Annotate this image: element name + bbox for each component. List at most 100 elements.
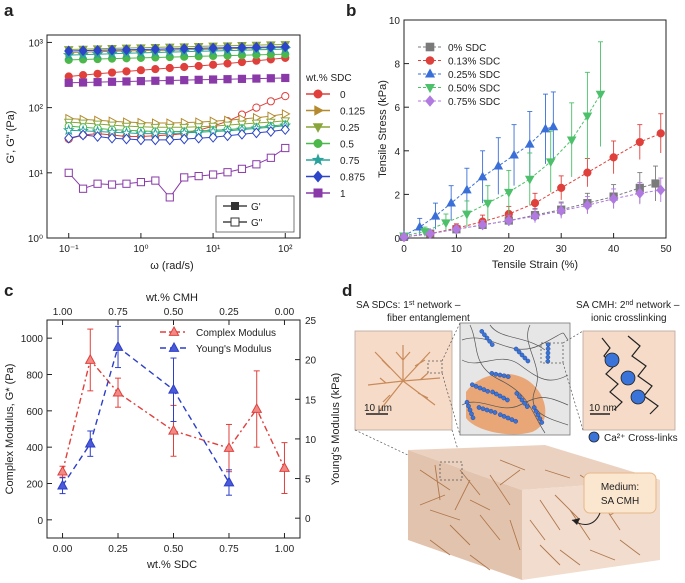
d-crosslink-label: Ca²⁺ Cross-links xyxy=(604,433,678,444)
legend-label: 0.50% SDC xyxy=(448,84,500,95)
data-point xyxy=(223,441,235,452)
data-point xyxy=(251,402,263,413)
legend-marker xyxy=(168,341,180,352)
panel-c-xtick-label: 0.25 xyxy=(108,544,128,555)
d-bead-icon xyxy=(522,355,528,361)
data-point-gp xyxy=(266,74,275,83)
series-0.875-gp-line xyxy=(68,46,286,52)
panel-c-xtick-label: 0.00 xyxy=(53,544,73,555)
data-point-gp xyxy=(222,42,233,54)
d-bead-icon xyxy=(535,412,541,418)
d-block-left xyxy=(408,450,522,580)
data-point xyxy=(556,205,566,217)
d-bead-icon xyxy=(464,399,470,405)
series-line xyxy=(61,345,230,487)
data-point-gp xyxy=(280,41,290,53)
data-point-gpp xyxy=(78,129,88,141)
data-point xyxy=(477,219,488,231)
panel-c-ytick-label: 400 xyxy=(26,443,43,454)
d-bead-icon xyxy=(531,405,537,410)
panel-b-chart: Tensile Stress (kPa) Tensile Strain (%) … xyxy=(377,16,672,271)
data-point xyxy=(278,461,290,472)
series-0.75-gpp-line xyxy=(68,125,286,135)
panel-a-frame xyxy=(46,34,301,239)
data-point-gp xyxy=(180,76,189,85)
data-point-gp xyxy=(151,76,160,85)
legend-marker xyxy=(313,139,323,148)
data-point-gpp xyxy=(237,164,247,173)
d-bead-icon xyxy=(481,387,487,392)
d-bead-icon xyxy=(489,342,495,347)
data-point xyxy=(462,210,472,220)
panel-b-ytick-label: 0 xyxy=(394,234,400,245)
d-left-title-line1: SA SDCs: 1st network – xyxy=(356,300,461,312)
legend-marker xyxy=(313,89,323,99)
series-1-gpp-line xyxy=(68,147,286,199)
panel-c-ytick-label: 1000 xyxy=(21,334,44,345)
data-point-gp xyxy=(194,61,203,71)
panel-a-xtick-label: 10¹ xyxy=(206,244,221,255)
data-point xyxy=(582,112,593,122)
panel-c-y2tick-label: 15 xyxy=(305,395,317,406)
legend2-gpp-label: G" xyxy=(251,218,263,229)
d-bead-icon xyxy=(501,395,507,401)
d-medium-label-box xyxy=(583,472,657,514)
panel-c-y2tick-label: 0 xyxy=(305,514,311,525)
d-bead-icon xyxy=(505,374,511,380)
panel-b-xtick-label: 0 xyxy=(401,244,407,255)
legend-marker xyxy=(314,105,324,116)
data-point-gp xyxy=(180,62,189,72)
data-point xyxy=(609,153,618,162)
d-bead-icon xyxy=(519,397,525,403)
data-point-gp xyxy=(223,75,232,84)
d-bead-icon xyxy=(497,372,503,378)
d-bead-icon xyxy=(487,338,492,344)
panel-c-xtick-label: 0.50 xyxy=(164,544,184,555)
legend2-gpp-marker xyxy=(230,217,240,227)
d-right-title-line1: SA CMH: 2nd network – xyxy=(576,300,680,312)
d-medium-label-line1: Medium: xyxy=(601,482,639,493)
d-bead-icon xyxy=(469,411,474,417)
panel-c-top-xtick-label: 0.50 xyxy=(164,307,184,318)
series-0.125-gp-line xyxy=(68,46,286,53)
data-point xyxy=(504,215,514,227)
series-0.5-gpp-line xyxy=(68,124,286,132)
d-bead-icon xyxy=(467,407,473,413)
d-bead-icon xyxy=(473,384,479,389)
data-point-gp xyxy=(122,77,131,86)
legend-label: 0.75% SDC xyxy=(448,97,500,108)
series-1-gp-line xyxy=(68,77,286,84)
data-point-gpp xyxy=(252,103,261,112)
data-point xyxy=(524,138,535,148)
panel-a-xtick-label: 10⁰ xyxy=(133,244,148,255)
panel-a-xlabel: ω (rad/s) xyxy=(150,260,193,272)
d-bead-icon xyxy=(539,420,545,425)
d-dendrite-icon xyxy=(367,345,441,411)
series-0.875-gpp-line xyxy=(68,129,286,141)
panel-c-ytick-label: 0 xyxy=(37,516,43,527)
legend-label: 0.875 xyxy=(340,173,365,184)
data-point-gpp xyxy=(122,179,131,188)
data-point xyxy=(223,476,235,487)
panel-b-xtick-label: 50 xyxy=(660,244,672,255)
data-point xyxy=(425,228,435,240)
d-bead-icon xyxy=(480,406,486,412)
panel-b-ytick-label: 6 xyxy=(394,103,400,114)
data-point-gpp xyxy=(194,132,204,144)
data-point xyxy=(635,137,644,147)
data-point-gpp xyxy=(267,111,277,121)
legend-label: 0.13% SDC xyxy=(448,57,500,68)
data-point-gp xyxy=(223,59,232,68)
data-point-gpp xyxy=(179,133,189,145)
panel-a-chart: G', G" (Pa) ω (rad/s) 10⁻¹ 10⁰ 10¹ 10²10⁰10… xyxy=(5,34,365,272)
d-bead-icon xyxy=(493,371,499,377)
data-point xyxy=(57,465,69,476)
d-bead-icon xyxy=(489,370,495,376)
data-point xyxy=(112,340,124,351)
data-point xyxy=(582,199,593,211)
data-point xyxy=(503,188,514,198)
data-point-gpp xyxy=(222,130,233,142)
data-point-gp xyxy=(237,74,247,83)
panel-c-top-xlabel: wt.% CMH xyxy=(145,292,198,304)
legend-label: 0 xyxy=(340,90,346,101)
